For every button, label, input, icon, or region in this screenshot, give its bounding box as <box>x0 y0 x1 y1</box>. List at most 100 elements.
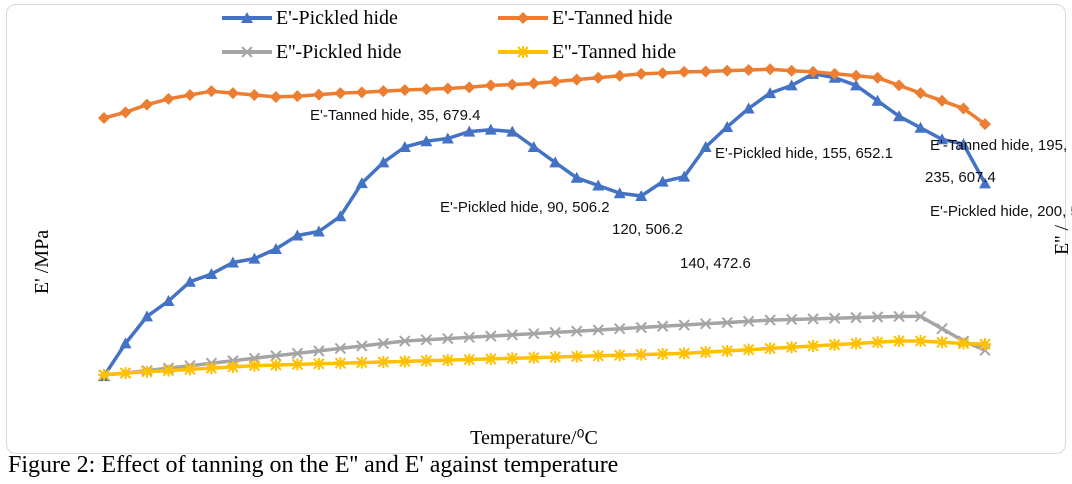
data-point <box>291 90 304 103</box>
data-point <box>485 330 497 342</box>
data-point <box>656 175 669 187</box>
data-point <box>871 71 884 84</box>
data-point <box>527 77 540 90</box>
data-point <box>592 179 605 191</box>
data-label: 140, 472.6 <box>680 255 751 272</box>
data-point <box>484 123 497 135</box>
data-point <box>742 64 755 76</box>
data-point <box>205 268 218 280</box>
data-point <box>656 320 669 332</box>
data-point <box>592 324 604 336</box>
data-point <box>979 118 991 131</box>
data-point <box>269 359 282 372</box>
data-point <box>570 171 583 183</box>
data-point <box>828 67 841 80</box>
series-line-2 <box>103 314 986 377</box>
data-point <box>828 338 841 351</box>
data-point <box>914 335 927 348</box>
data-point <box>334 87 347 100</box>
data-label: E'-Pickled hide, 155, 652.1 <box>715 145 893 162</box>
data-point <box>119 106 132 119</box>
data-point <box>506 78 519 91</box>
data-point <box>957 337 970 350</box>
data-point <box>506 329 518 341</box>
legend-entry: E''-Pickled hide <box>276 41 402 63</box>
data-point <box>742 315 755 328</box>
data-point <box>420 334 433 346</box>
data-point <box>506 125 519 137</box>
data-point <box>785 341 798 354</box>
data-point <box>936 323 948 335</box>
data-point <box>807 339 820 352</box>
data-label: E'-Tanned hide, 35, 679.4 <box>310 107 481 124</box>
data-point <box>764 314 776 326</box>
data-point <box>742 102 755 114</box>
data-point <box>914 121 927 133</box>
data-point <box>613 187 626 199</box>
data-point <box>313 345 325 357</box>
data-point <box>893 79 906 92</box>
data-point <box>162 92 175 105</box>
data-point <box>549 156 562 168</box>
data-label: E'-Tanned hide, 195, 659.3 <box>930 137 1072 154</box>
data-point <box>635 190 648 202</box>
data-point <box>699 318 712 330</box>
data-point <box>355 86 368 99</box>
data-point <box>248 252 261 264</box>
data-point <box>356 340 368 352</box>
data-point <box>936 94 949 107</box>
data-point <box>592 349 605 362</box>
data-point <box>979 338 991 351</box>
data-point <box>699 65 712 78</box>
data-point <box>678 347 691 360</box>
data-point <box>226 256 239 268</box>
data-label: E'-Pickled hide, 200, 505.4 <box>930 203 1072 220</box>
data-point <box>871 336 884 349</box>
data-point <box>162 364 175 377</box>
data-point <box>399 335 411 347</box>
legend-marker <box>517 12 529 24</box>
legend-entry: E''-Tanned hide <box>552 41 676 63</box>
x-axis-title: Temperature/⁰C <box>470 427 598 449</box>
data-point <box>785 79 798 91</box>
data-point <box>463 81 476 94</box>
data-point <box>183 89 196 102</box>
data-point <box>721 120 734 132</box>
data-point <box>441 132 454 144</box>
data-point <box>291 229 304 241</box>
data-point <box>420 83 433 96</box>
data-point <box>98 368 110 381</box>
data-point <box>140 310 153 322</box>
data-point <box>183 275 196 287</box>
data-point <box>398 355 411 368</box>
legend-marker <box>241 46 253 58</box>
data-point <box>613 69 626 82</box>
data-point <box>570 350 583 363</box>
figure-caption: Figure 2: Effect of tanning on the E'' a… <box>8 452 619 478</box>
legend-marker <box>517 46 529 58</box>
data-point <box>484 79 497 92</box>
data-point <box>678 65 691 78</box>
data-point <box>914 310 927 323</box>
data-point <box>527 351 540 364</box>
data-point <box>979 177 991 189</box>
series-line-0 <box>102 72 987 378</box>
data-point <box>334 357 347 370</box>
data-point <box>635 348 648 361</box>
data-point <box>398 84 411 97</box>
data-point <box>441 354 454 367</box>
data-point <box>699 141 712 152</box>
data-point <box>742 343 755 356</box>
data-point <box>893 335 906 348</box>
data-point <box>893 110 906 122</box>
data-point <box>441 82 454 95</box>
data-point <box>570 73 583 86</box>
data-point <box>226 87 239 100</box>
data-point <box>721 64 734 77</box>
legend-marker <box>241 12 253 23</box>
data-point <box>850 69 863 82</box>
y-axis-title: E' /MPa <box>31 230 53 294</box>
data-point <box>721 316 733 329</box>
data-label: 120, 506.2 <box>612 221 683 238</box>
data-point <box>463 353 476 366</box>
